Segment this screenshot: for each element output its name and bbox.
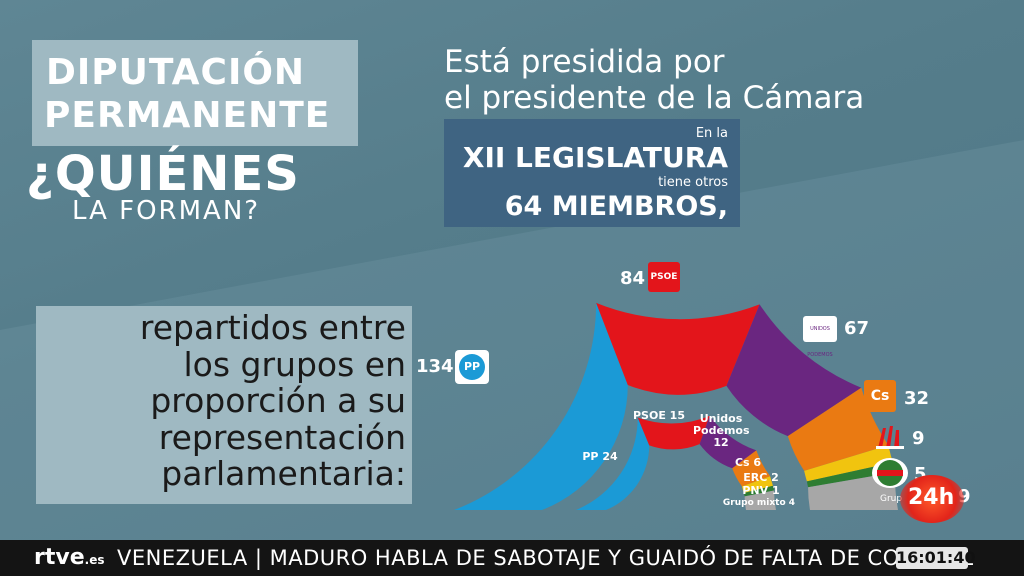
outer-segment-erc <box>804 445 893 482</box>
cs-logo-icon: Cs <box>864 380 896 412</box>
inner-segment-pnv <box>743 485 775 497</box>
inner-label-pp: PP 24 <box>582 450 618 463</box>
question-line-2: LA FORMAN? <box>72 196 261 226</box>
title-line-1: DIPUTACIÓN <box>46 52 306 93</box>
pp-logo-text: PP <box>459 354 485 380</box>
grupo-mixto-logo-text: Grup <box>880 494 903 504</box>
inner-segment-unidos-podemos <box>699 415 757 469</box>
title-box <box>32 40 358 146</box>
rtve-logo: rtve.es <box>34 545 104 570</box>
inner-segment-grupo-mixto <box>744 490 776 510</box>
presidida-text: Está presidida por el presidente de la C… <box>444 44 864 116</box>
inner-label-pnv: PNV 1 <box>742 484 780 497</box>
inner-label-psoe: PSOE 15 <box>633 409 685 422</box>
ticker-headline: VENEZUELA | MADURO HABLA DE SABOTAJE Y G… <box>117 546 974 570</box>
rtve-suffix: .es <box>84 553 105 567</box>
erc-logo-icon <box>874 420 906 452</box>
psoe-logo-icon: PSOE <box>648 262 680 292</box>
pnv-logo-icon <box>872 458 908 488</box>
inner-label-cs: Cs 6 <box>734 456 762 469</box>
presidida-line-2: el presidente de la Cámara <box>444 80 865 116</box>
channel-24h-badge: 24h <box>900 475 964 523</box>
outer-label-erc: 9 <box>912 428 925 449</box>
outer-label-cs: 32 <box>904 388 930 409</box>
repartidos-line: repartidos entre <box>139 308 406 347</box>
inner-segment-psoe <box>637 415 710 450</box>
badge-24h-text: 24h <box>908 485 955 510</box>
repartidos-line: proporción a su <box>150 381 406 420</box>
rtve-brand: rtve <box>34 545 85 570</box>
inner-label-erc: ERC 2 <box>743 471 779 484</box>
legislatura-box: En la XII LEGISLATURA tiene otros 64 MIE… <box>444 119 740 227</box>
inner-label-podemos: Unidos Podemos 12 <box>693 412 750 449</box>
news-ticker-bar <box>0 540 1024 576</box>
inner-label-mixto: Grupo mixto 4 <box>722 498 796 508</box>
outer-segment-unidos-podemos <box>726 304 862 437</box>
outer-label-pp: 134 <box>416 356 454 377</box>
title-line-2: PERMANENTE <box>44 95 331 136</box>
tiene-otros-text: tiene otros <box>658 175 728 190</box>
presidida-line-1: Está presidida por <box>444 44 725 80</box>
en-la-text: En la <box>695 126 728 141</box>
repartidos-line: parlamentaria: <box>161 454 406 493</box>
miembros-text: 64 MIEMBROS, <box>504 191 728 222</box>
repartidos-line: los grupos en <box>183 344 406 384</box>
outer-label-podemos: 67 <box>844 318 870 339</box>
outer-segment-pp <box>454 302 628 510</box>
outer-segment-psoe <box>596 302 760 395</box>
question-line-1: ¿QUIÉNES <box>26 146 300 202</box>
inner-segment-cs <box>732 450 771 487</box>
repartidos-text: repartidos entre los grupos en proporció… <box>139 308 406 493</box>
repartidos-line: representación <box>158 417 406 457</box>
inner-segment-erc <box>741 476 774 493</box>
inner-segment-pp <box>576 417 650 510</box>
pp-logo-icon: PP <box>455 350 489 384</box>
repartidos-box: repartidos entre los grupos en proporció… <box>36 306 412 504</box>
outer-segment-cs <box>787 387 889 471</box>
legislatura-name: XII LEGISLATURA <box>462 141 728 174</box>
ticker-clock: 16:01:40 <box>896 547 976 569</box>
outer-label-psoe: 84 <box>620 268 646 289</box>
podemos-logo-icon: UNIDOS PODEMOS <box>803 316 837 358</box>
